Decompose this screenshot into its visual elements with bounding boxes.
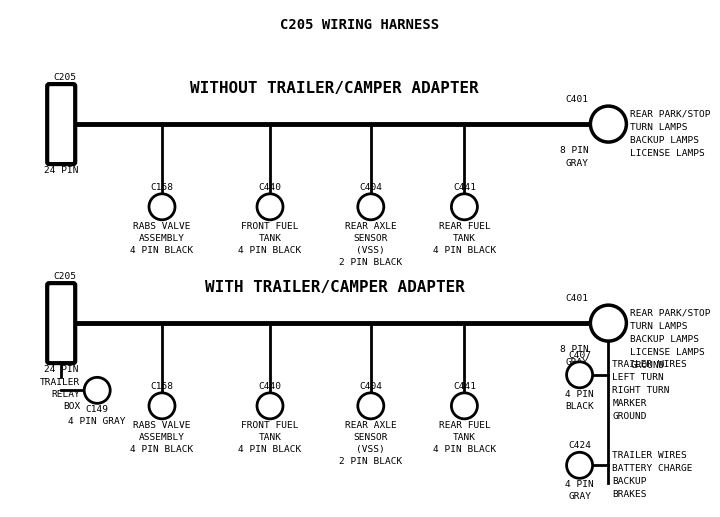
Text: 8 PIN: 8 PIN	[559, 146, 588, 155]
Text: RIGHT TURN: RIGHT TURN	[613, 386, 670, 396]
Circle shape	[358, 393, 384, 419]
Text: C407: C407	[568, 351, 591, 360]
Text: C401: C401	[565, 95, 588, 104]
Text: BACKUP: BACKUP	[613, 477, 647, 486]
Text: GRAY: GRAY	[568, 492, 591, 501]
Text: C404: C404	[359, 183, 382, 192]
Text: LICENSE LAMPS: LICENSE LAMPS	[631, 148, 705, 158]
Circle shape	[567, 452, 593, 478]
Text: GRAY: GRAY	[565, 159, 588, 168]
Text: GROUND: GROUND	[631, 361, 665, 370]
Text: TANK: TANK	[453, 234, 476, 243]
Text: GROUND: GROUND	[613, 413, 647, 421]
Text: REAR FUEL: REAR FUEL	[438, 421, 490, 430]
Text: 4 PIN BLACK: 4 PIN BLACK	[130, 445, 194, 454]
Text: REAR AXLE: REAR AXLE	[345, 222, 397, 231]
Text: TURN LAMPS: TURN LAMPS	[631, 322, 688, 331]
Text: FRONT FUEL: FRONT FUEL	[241, 222, 299, 231]
Text: 4 PIN BLACK: 4 PIN BLACK	[433, 246, 496, 255]
Text: (VSS): (VSS)	[356, 445, 385, 454]
Text: 8 PIN: 8 PIN	[559, 345, 588, 354]
Text: C401: C401	[565, 294, 588, 303]
Text: BLACK: BLACK	[565, 402, 594, 411]
Circle shape	[358, 194, 384, 220]
Text: FRONT FUEL: FRONT FUEL	[241, 421, 299, 430]
Text: 24 PIN: 24 PIN	[44, 365, 78, 374]
Text: 4 PIN: 4 PIN	[565, 390, 594, 399]
Text: BOX: BOX	[63, 402, 80, 411]
FancyBboxPatch shape	[48, 84, 75, 164]
Text: SENSOR: SENSOR	[354, 234, 388, 243]
Text: 2 PIN BLACK: 2 PIN BLACK	[339, 258, 402, 267]
Text: TANK: TANK	[453, 433, 476, 442]
Text: REAR PARK/STOP: REAR PARK/STOP	[631, 110, 711, 118]
Text: LEFT TURN: LEFT TURN	[613, 373, 664, 383]
Text: BACKUP LAMPS: BACKUP LAMPS	[631, 334, 699, 344]
Text: C440: C440	[258, 382, 282, 391]
Circle shape	[451, 393, 477, 419]
Text: 24 PIN: 24 PIN	[44, 166, 78, 175]
Text: BATTERY CHARGE: BATTERY CHARGE	[613, 464, 693, 473]
Text: C149: C149	[86, 405, 109, 414]
Text: SENSOR: SENSOR	[354, 433, 388, 442]
Text: TANK: TANK	[258, 433, 282, 442]
Text: TURN LAMPS: TURN LAMPS	[631, 123, 688, 132]
FancyBboxPatch shape	[48, 283, 75, 363]
Text: REAR AXLE: REAR AXLE	[345, 421, 397, 430]
Text: 4 PIN: 4 PIN	[565, 480, 594, 489]
Text: 4 PIN GRAY: 4 PIN GRAY	[68, 417, 126, 427]
Text: TRAILER WIRES: TRAILER WIRES	[613, 360, 687, 369]
Text: C205: C205	[54, 272, 77, 281]
Text: ASSEMBLY: ASSEMBLY	[139, 433, 185, 442]
Circle shape	[257, 393, 283, 419]
Text: C441: C441	[453, 183, 476, 192]
Text: REAR FUEL: REAR FUEL	[438, 222, 490, 231]
Text: (VSS): (VSS)	[356, 246, 385, 255]
Text: WITH TRAILER/CAMPER ADAPTER: WITH TRAILER/CAMPER ADAPTER	[205, 280, 464, 295]
Circle shape	[567, 362, 593, 388]
Circle shape	[149, 393, 175, 419]
Circle shape	[84, 377, 110, 403]
Text: 4 PIN BLACK: 4 PIN BLACK	[433, 445, 496, 454]
Text: RABS VALVE: RABS VALVE	[133, 222, 191, 231]
Text: GRAY: GRAY	[565, 358, 588, 367]
Circle shape	[257, 194, 283, 220]
Text: 4 PIN BLACK: 4 PIN BLACK	[130, 246, 194, 255]
Text: C404: C404	[359, 382, 382, 391]
Text: TANK: TANK	[258, 234, 282, 243]
Circle shape	[149, 194, 175, 220]
Text: MARKER: MARKER	[613, 399, 647, 408]
Text: TRAILER: TRAILER	[40, 378, 80, 387]
Text: C158: C158	[150, 382, 174, 391]
Text: 4 PIN BLACK: 4 PIN BLACK	[238, 246, 302, 255]
Text: BACKUP LAMPS: BACKUP LAMPS	[631, 135, 699, 145]
Text: RABS VALVE: RABS VALVE	[133, 421, 191, 430]
Text: ASSEMBLY: ASSEMBLY	[139, 234, 185, 243]
Text: RELAY: RELAY	[51, 390, 80, 399]
Text: BRAKES: BRAKES	[613, 490, 647, 499]
Text: C158: C158	[150, 183, 174, 192]
Circle shape	[590, 305, 626, 341]
Text: 4 PIN BLACK: 4 PIN BLACK	[238, 445, 302, 454]
Text: REAR PARK/STOP: REAR PARK/STOP	[631, 309, 711, 317]
Text: 2 PIN BLACK: 2 PIN BLACK	[339, 457, 402, 466]
Circle shape	[451, 194, 477, 220]
Text: TRAILER WIRES: TRAILER WIRES	[613, 451, 687, 460]
Text: C205: C205	[54, 73, 77, 82]
Text: C441: C441	[453, 382, 476, 391]
Text: C205 WIRING HARNESS: C205 WIRING HARNESS	[280, 18, 440, 32]
Text: WITHOUT TRAILER/CAMPER ADAPTER: WITHOUT TRAILER/CAMPER ADAPTER	[190, 81, 480, 96]
Text: C424: C424	[568, 442, 591, 450]
Text: C440: C440	[258, 183, 282, 192]
Circle shape	[590, 106, 626, 142]
Text: LICENSE LAMPS: LICENSE LAMPS	[631, 347, 705, 357]
